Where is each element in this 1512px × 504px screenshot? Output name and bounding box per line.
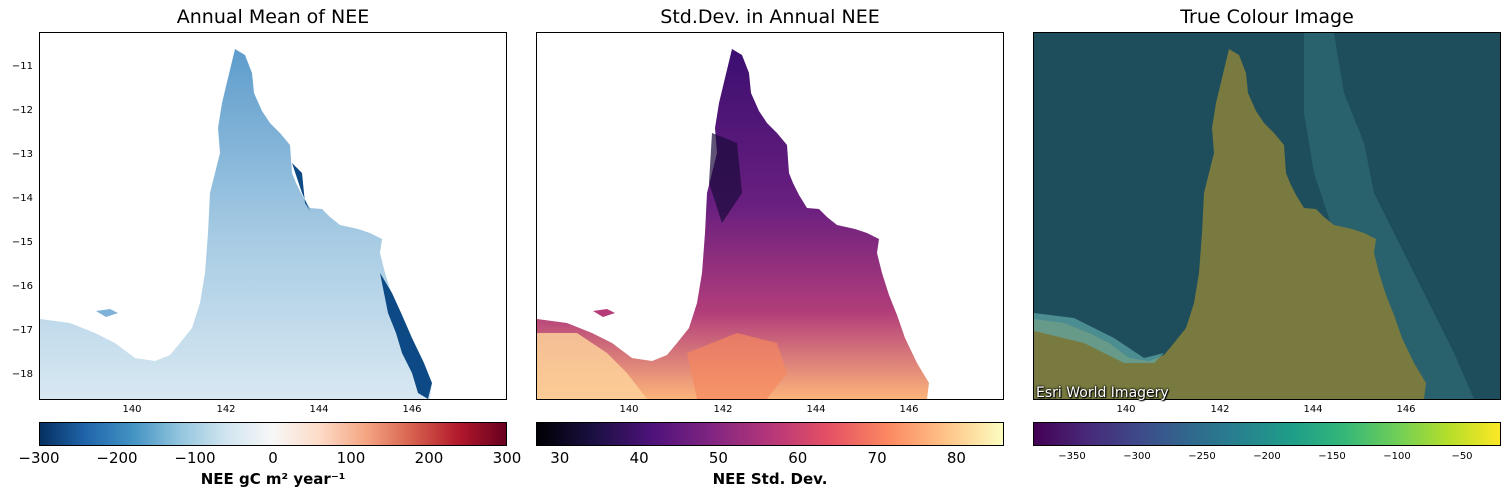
cape-york-landmass <box>537 49 929 399</box>
map-attribution: Esri World Imagery <box>1036 385 1169 401</box>
ytick: −16 <box>11 281 33 292</box>
panel3-title: True Colour Image <box>1180 6 1354 28</box>
colorbar-label: NEE gC m² year⁻¹ <box>200 470 346 488</box>
panel3-axes <box>1033 32 1501 400</box>
colorbar-tick-label: −200 <box>1253 451 1281 462</box>
xtick: 146 <box>1396 404 1416 415</box>
panel2-axes <box>536 32 1004 400</box>
xtick: 144 <box>806 404 826 415</box>
bright-patch <box>687 333 787 399</box>
xtick: 140 <box>619 404 639 415</box>
colorbar-tick-label: 60 <box>788 449 808 467</box>
dark-patch <box>709 133 742 223</box>
colorbar-tick-label: 40 <box>629 449 649 467</box>
colorbar-tick-label: 300 <box>492 449 522 467</box>
colorbar-nee-mean <box>39 422 507 446</box>
xtick: 146 <box>402 404 422 415</box>
xtick: 140 <box>1116 404 1136 415</box>
colorbar-tick-label: −100 <box>1383 451 1411 462</box>
panel1-title: Annual Mean of NEE <box>176 6 370 28</box>
ytick: −12 <box>11 105 33 116</box>
colorbar-tick-label: 0 <box>268 449 278 467</box>
ytick: −18 <box>11 369 33 380</box>
colorbar-tick-label: −50 <box>1451 451 1473 462</box>
colorbar-tick-label: −150 <box>1318 451 1346 462</box>
nee-mean-map <box>40 49 432 399</box>
small-island <box>593 309 615 317</box>
xtick: 144 <box>1303 404 1323 415</box>
true-colour-map <box>1034 33 1500 399</box>
bright-patch <box>537 333 647 399</box>
cape-york-landmass <box>40 49 432 399</box>
ytick: −14 <box>11 193 33 204</box>
colorbar-viridis <box>1033 422 1501 446</box>
colorbar-tick-label: −350 <box>1058 451 1086 462</box>
xtick: 142 <box>1210 404 1230 415</box>
xtick: 144 <box>309 404 329 415</box>
east-coast-dark-band <box>292 163 432 399</box>
nee-stddev-map <box>537 49 929 399</box>
colorbar-tick-label: −100 <box>174 449 216 467</box>
xtick: 146 <box>899 404 919 415</box>
colorbar-tick-label: 50 <box>708 449 728 467</box>
ytick: −11 <box>11 61 33 72</box>
colorbar-tick-label: 200 <box>414 449 444 467</box>
colorbar-tick-label: −200 <box>96 449 138 467</box>
xtick: 142 <box>216 404 236 415</box>
colorbar-tick-label: 30 <box>550 449 570 467</box>
small-island <box>96 309 118 317</box>
reef-shelf <box>1304 33 1474 399</box>
ytick: −17 <box>11 325 33 336</box>
ytick: −15 <box>11 237 33 248</box>
panel1-axes <box>39 32 507 400</box>
coastal-shallows <box>1034 313 1164 363</box>
cape-york-landmass <box>1034 49 1426 399</box>
colorbar-tick-label: 100 <box>336 449 366 467</box>
colorbar-tick-label: 80 <box>946 449 966 467</box>
colorbar-nee-stddev <box>536 422 1004 446</box>
colorbar-label: NEE Std. Dev. <box>712 470 828 488</box>
xtick: 140 <box>122 404 142 415</box>
colorbar-tick-label: 70 <box>867 449 887 467</box>
ytick: −13 <box>11 149 33 160</box>
xtick: 142 <box>713 404 733 415</box>
colorbar-tick-label: −300 <box>18 449 60 467</box>
colorbar-tick-label: −250 <box>1188 451 1216 462</box>
colorbar-tick-label: −300 <box>1123 451 1151 462</box>
panel2-title: Std.Dev. in Annual NEE <box>660 6 880 28</box>
